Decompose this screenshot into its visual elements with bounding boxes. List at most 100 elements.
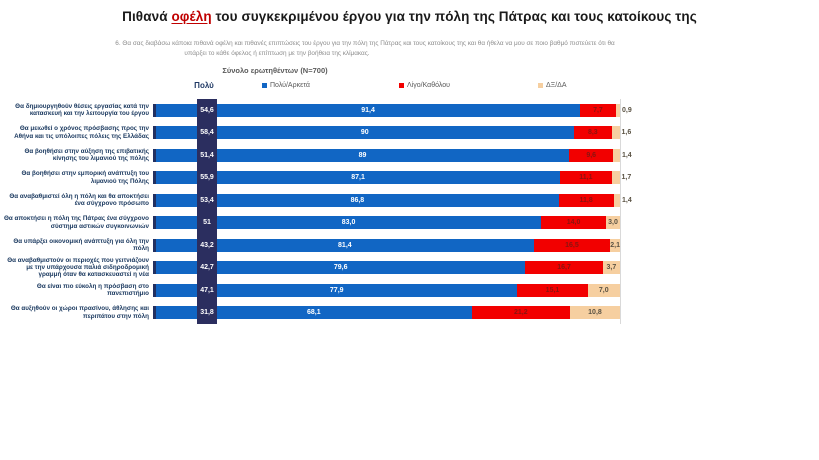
bar-row: Θα δημιουργηθούν θέσεις εργασίας κατά τη… bbox=[3, 99, 643, 122]
poly-value-column bbox=[197, 99, 217, 324]
legend-blue-swatch-icon bbox=[262, 83, 267, 88]
bar-track: 81,4 16,5 2,1 bbox=[153, 238, 620, 252]
row-label: Θα υπάρξει οικονομική ανάπτυξη για όλη τ… bbox=[13, 237, 149, 253]
segment-value: 1,6 bbox=[621, 129, 632, 137]
bar-segment-red: 11,1 bbox=[560, 171, 612, 185]
segment-value: 10,8 bbox=[588, 309, 602, 317]
segment-value: 16,5 bbox=[565, 241, 579, 249]
page-title: Πιθανά οφέλη του συγκεκριμένου έργου για… bbox=[0, 9, 819, 24]
poly-value: 31,8 bbox=[200, 309, 214, 317]
bar-segment-blue: 83,0 bbox=[156, 216, 542, 230]
bar-segment-blue: 77,9 bbox=[156, 283, 518, 297]
segment-value: 9,6 bbox=[586, 151, 597, 159]
bar-row: Θα αυξηθούν οι χώροι πρασίνου, άθλησης κ… bbox=[3, 302, 643, 325]
bar-track: 89 9,6 1,4 bbox=[153, 148, 632, 162]
bar-segment-yellow: 1,4 bbox=[613, 148, 632, 162]
segment-value: 90 bbox=[360, 129, 369, 137]
row-label: Θα βοηθήσει στην αύξηση της επιβατικής κ… bbox=[24, 147, 149, 163]
bar-segment-red: 15,1 bbox=[517, 283, 588, 297]
bar-segment-red: 11,8 bbox=[558, 193, 614, 207]
bar-row: Θα υπάρξει οικονομική ανάπτυξη για όλη τ… bbox=[3, 234, 643, 257]
bar-segment-yellow: 3,7 bbox=[602, 261, 620, 275]
bar-segment-yellow: 1,7 bbox=[611, 171, 631, 185]
legend-item-ligo-katholou: Λίγο/Καθόλου bbox=[399, 82, 450, 89]
bar-track: 86,8 11,8 1,4 bbox=[153, 193, 632, 207]
bar-segment-red: 16,5 bbox=[533, 238, 611, 252]
question-text-line2: υπάρξει το κάθε όφελος ή επίπτωση με την… bbox=[184, 50, 370, 57]
bar-segment-red: 9,6 bbox=[568, 148, 614, 162]
segment-value: 91,4 bbox=[361, 106, 375, 114]
legend-item-poly-arketa: Πολύ/Αρκετά bbox=[262, 82, 310, 89]
segment-value: 0,9 bbox=[621, 106, 632, 114]
bar-row: Θα αποκτήσει η πόλη της Πάτρας ένα σύγχρ… bbox=[3, 212, 643, 235]
bar-row: Θα βοηθήσει στην εμπορική ανάπτυξη του λ… bbox=[3, 167, 643, 190]
bar-track: 77,9 15,1 7,0 bbox=[153, 283, 620, 297]
bar-segment-yellow: 10,8 bbox=[569, 306, 620, 320]
poly-value: 51 bbox=[203, 219, 211, 227]
segment-value: 15,1 bbox=[545, 286, 560, 294]
legend-red-swatch-icon bbox=[399, 83, 404, 88]
segment-value: 3,0 bbox=[608, 219, 618, 227]
segment-value: 68,1 bbox=[307, 309, 321, 317]
segment-value: 87,1 bbox=[351, 174, 365, 182]
bar-row: Θα βοηθήσει στην αύξηση της επιβατικής κ… bbox=[3, 144, 643, 167]
row-label: Θα αναβαθμιστούν οι περιοχές που γειτνιά… bbox=[7, 256, 149, 279]
legend-item-dx-da: ΔΞ/ΔΑ bbox=[538, 82, 567, 89]
segment-value: 1,4 bbox=[621, 151, 632, 159]
bar-segment-blue: 79,6 bbox=[156, 261, 526, 275]
bar-segment-blue: 90 bbox=[156, 126, 574, 140]
bar-segment-yellow: 3,0 bbox=[606, 216, 620, 230]
bar-segment-blue: 81,4 bbox=[156, 238, 534, 252]
segment-value: 7,7 bbox=[593, 106, 603, 114]
legend-item-label: ΔΞ/ΔΑ bbox=[546, 82, 567, 89]
poly-value: 53,4 bbox=[200, 196, 214, 204]
bar-segment-yellow: 1,4 bbox=[613, 193, 632, 207]
sample-size-label: Σύνολο ερωτηθέντων (Ν=700) bbox=[222, 66, 328, 75]
poly-value: 58,4 bbox=[200, 129, 214, 137]
segment-value: 77,9 bbox=[329, 286, 344, 294]
bar-track: 91,4 7,7 0,9 bbox=[153, 103, 632, 117]
segment-value: 7,0 bbox=[598, 286, 609, 294]
bar-segment-red: 21,2 bbox=[471, 306, 570, 320]
bar-track: 90 8,3 1,6 bbox=[153, 126, 631, 140]
bar-segment-yellow: 1,6 bbox=[612, 126, 631, 140]
bar-segment-blue: 86,8 bbox=[156, 193, 559, 207]
poly-value: 54,6 bbox=[200, 106, 214, 114]
legend-poly-header: Πολύ bbox=[194, 81, 214, 90]
stacked-bar-chart: Θα δημιουργηθούν θέσεις εργασίας κατά τη… bbox=[3, 99, 643, 324]
bar-segment-blue: 87,1 bbox=[156, 171, 561, 185]
segment-value: 89 bbox=[358, 151, 367, 159]
bar-segment-blue: 91,4 bbox=[156, 103, 581, 117]
bar-row: Θα αναβαθμιστεί όλη η πόλη και θα αποκτή… bbox=[3, 189, 643, 212]
title-highlight: οφέλη bbox=[171, 9, 212, 24]
plot-right-gridline bbox=[620, 99, 621, 324]
legend-item-label: Λίγο/Καθόλου bbox=[407, 82, 450, 89]
poly-value: 55,9 bbox=[200, 174, 214, 182]
poly-value: 43,2 bbox=[200, 241, 214, 249]
row-label: Θα αναβαθμιστεί όλη η πόλη και θα αποκτή… bbox=[9, 192, 149, 208]
bar-track: 87,1 11,1 1,7 bbox=[153, 171, 631, 185]
segment-value: 1,7 bbox=[621, 174, 632, 182]
segment-value: 11,8 bbox=[579, 196, 593, 204]
bar-segment-red: 7,7 bbox=[580, 103, 616, 117]
legend-item-label: Πολύ/Αρκετά bbox=[270, 82, 310, 89]
segment-value: 14,0 bbox=[566, 219, 581, 227]
segment-value: 1,4 bbox=[621, 196, 632, 204]
segment-value: 79,6 bbox=[333, 264, 348, 272]
legend-yellow-swatch-icon bbox=[538, 83, 543, 88]
bar-row: Θα μειωθεί ο χρόνος πρόσβασης προς την Α… bbox=[3, 122, 643, 145]
title-suffix: του συγκεκριμένου έργου για την πόλη της… bbox=[211, 9, 697, 24]
segment-value: 21,2 bbox=[513, 309, 528, 317]
bar-segment-red: 14,0 bbox=[541, 216, 607, 230]
bar-segment-red: 8,3 bbox=[573, 126, 613, 140]
bar-segment-red: 16,7 bbox=[525, 261, 603, 275]
segment-value: 11,1 bbox=[579, 174, 593, 182]
bar-row: Θα αναβαθμιστούν οι περιοχές που γειτνιά… bbox=[3, 257, 643, 280]
segment-value: 2,1 bbox=[610, 241, 620, 249]
segment-value: 81,4 bbox=[338, 241, 352, 249]
row-label: Θα δημιουργηθούν θέσεις εργασίας κατά τη… bbox=[15, 102, 149, 118]
bar-row: Θα είναι πιο εύκολη η πρόσβαση στο πανεπ… bbox=[3, 279, 643, 302]
bar-track: 79,6 16,7 3,7 bbox=[153, 261, 620, 275]
row-label: Θα είναι πιο εύκολη η πρόσβαση στο πανεπ… bbox=[36, 282, 149, 298]
bar-segment-yellow: 7,0 bbox=[587, 283, 620, 297]
